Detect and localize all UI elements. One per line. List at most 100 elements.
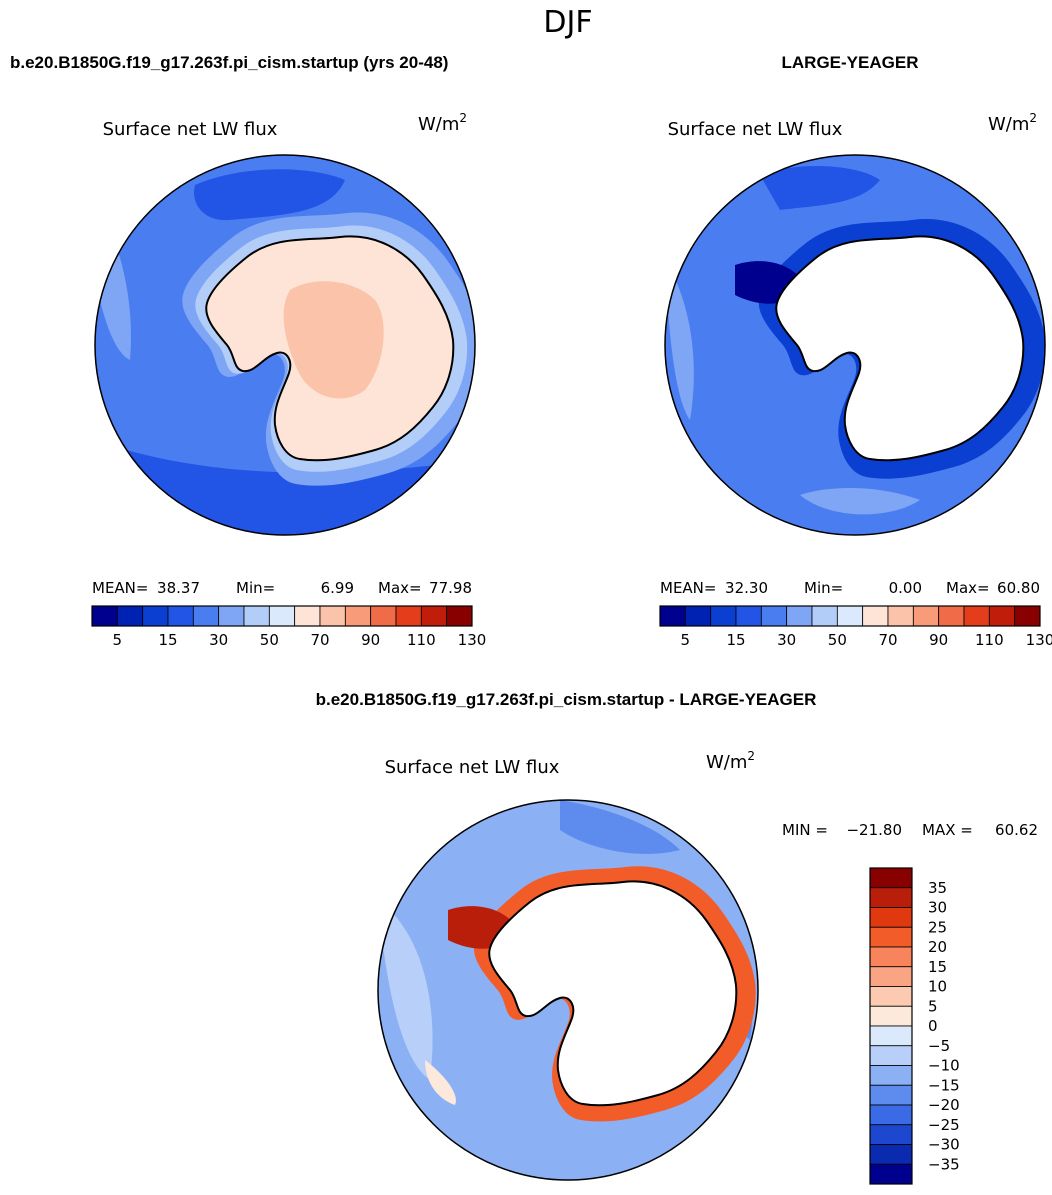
colorbar-cell xyxy=(420,605,448,627)
colorbar-cell xyxy=(869,1025,913,1047)
case-title: b.e20.B1850G.f19_g17.263f.pi_cism.startu… xyxy=(316,690,817,709)
colorbar-frame xyxy=(869,867,913,1185)
colorbar-cell xyxy=(786,605,813,627)
colorbar-tick-label: 5 xyxy=(681,631,691,649)
colorbar-cell xyxy=(659,605,686,627)
map-field-dark-region xyxy=(760,165,880,210)
panel-diff: b.e20.B1850G.f19_g17.263f.pi_cism.startu… xyxy=(316,690,1038,1185)
colorbar-tick-label: 90 xyxy=(361,631,380,649)
colorbar-cell xyxy=(963,605,990,627)
colorbar-tick-label: 15 xyxy=(158,631,177,649)
colorbar-cell xyxy=(243,605,270,627)
polar-map xyxy=(95,155,475,535)
colorbar-cell xyxy=(869,907,913,928)
map-field-light-region xyxy=(560,800,680,854)
stat-mean-label: MEAN= xyxy=(92,579,148,597)
map-field-light-region xyxy=(378,900,433,1080)
colorbar-tick-label: 30 xyxy=(777,631,796,649)
colorbar-tick-label: 110 xyxy=(407,631,436,649)
stat-min-label: Min= xyxy=(804,579,843,597)
colorbar-tick-label: 5 xyxy=(113,631,123,649)
stat-max-label: MAX = xyxy=(922,821,973,839)
case-title: LARGE-YEAGER xyxy=(782,53,919,72)
stat-mean-label: MEAN= xyxy=(660,579,716,597)
colorbar-cell xyxy=(869,1104,913,1126)
season-title: DJF xyxy=(543,5,592,40)
colorbar-tick-label: 70 xyxy=(310,631,329,649)
colorbar-tick-label: 90 xyxy=(929,631,948,649)
panel-obs: LARGE-YEAGER Surface net LW flux W/m2 ME… xyxy=(659,53,1052,649)
colorbar-frame xyxy=(91,605,473,627)
stat-max-value: 60.80 xyxy=(997,579,1040,597)
colorbar-cell xyxy=(869,1065,913,1086)
colorbar-tick-label: −35 xyxy=(928,1155,960,1173)
colorbar-tick-label: 130 xyxy=(1026,631,1052,649)
colorbar-cell xyxy=(887,605,914,627)
stat-max-label: Max= xyxy=(378,579,422,597)
colorbar-cell xyxy=(142,605,169,627)
colorbar-tick-label: 30 xyxy=(209,631,228,649)
colorbar-cell xyxy=(370,605,397,627)
map-boundary xyxy=(664,154,1046,536)
colorbar-cell xyxy=(294,605,321,627)
colorbar-tick-label: 70 xyxy=(878,631,897,649)
colorbar-cell xyxy=(446,605,473,627)
stat-min-value: 0.00 xyxy=(889,579,922,597)
colorbar-cell xyxy=(869,1144,913,1165)
map-field-light-region xyxy=(800,488,920,515)
colorbar-tick-label: 15 xyxy=(928,958,947,976)
variable-label: Surface net LW flux xyxy=(668,119,843,140)
colorbar-cell xyxy=(869,946,913,968)
colorbar-tick-label: 15 xyxy=(726,631,745,649)
variable-label: Surface net LW flux xyxy=(103,119,278,140)
colorbar-cell xyxy=(91,605,118,627)
colorbar-cell xyxy=(869,986,913,1007)
colorbar-tick-label: 110 xyxy=(975,631,1004,649)
colorbar-cell xyxy=(862,605,889,627)
colorbar-cell xyxy=(116,605,144,627)
colorbar-tick-label: 25 xyxy=(928,918,947,936)
stat-max-value: 60.62 xyxy=(995,821,1038,839)
colorbar-cell xyxy=(760,605,788,627)
stat-max-value: 77.98 xyxy=(429,579,472,597)
panel-case: b.e20.B1850G.f19_g17.263f.pi_cism.startu… xyxy=(10,53,486,649)
map-field-warm-region xyxy=(425,1060,456,1105)
colorbar-cell xyxy=(836,605,864,627)
colorbar-cell xyxy=(268,605,296,627)
colorbar-tick-label: 35 xyxy=(928,879,947,897)
colorbar-tick-label: 5 xyxy=(928,997,938,1015)
map-field-interior xyxy=(283,281,384,399)
colorbar-tick-label: −10 xyxy=(928,1057,960,1075)
polar-map xyxy=(378,800,758,1180)
colorbar-cell xyxy=(912,605,940,627)
stat-mean-value: 38.37 xyxy=(157,579,200,597)
map-boundary xyxy=(94,154,476,536)
stat-min-label: MIN = xyxy=(782,821,828,839)
units-label: W/m2 xyxy=(988,111,1037,135)
colorbar-tick-label: −15 xyxy=(928,1076,960,1094)
colorbar-cell xyxy=(869,926,913,948)
polar-map xyxy=(665,155,1045,535)
colorbar-cell xyxy=(167,605,194,627)
colorbar-cell xyxy=(869,1045,913,1066)
colorbar: 5 15 30 50 70 90 110 130 xyxy=(659,605,1052,649)
colorbar-cell xyxy=(344,605,372,627)
units-label: W/m2 xyxy=(418,111,467,135)
stat-mean-value: 32.30 xyxy=(725,579,768,597)
colorbar-tick-label: 10 xyxy=(928,978,947,996)
colorbar-tick-label: 130 xyxy=(458,631,487,649)
colorbar-tick-label: 20 xyxy=(928,938,947,956)
stat-max-label: Max= xyxy=(946,579,990,597)
colorbar-cell xyxy=(869,1084,913,1106)
units-label: W/m2 xyxy=(706,749,755,773)
colorbar-cell xyxy=(710,605,737,627)
colorbar-tick-label: 50 xyxy=(260,631,279,649)
variable-label: Surface net LW flux xyxy=(385,757,560,778)
case-title: b.e20.B1850G.f19_g17.263f.pi_cism.startu… xyxy=(10,53,448,72)
colorbar-cell xyxy=(395,605,422,627)
colorbar-cell xyxy=(869,1163,913,1185)
colorbar-cell xyxy=(319,605,346,627)
colorbar-cell xyxy=(869,1124,913,1145)
colorbar-cell xyxy=(938,605,965,627)
